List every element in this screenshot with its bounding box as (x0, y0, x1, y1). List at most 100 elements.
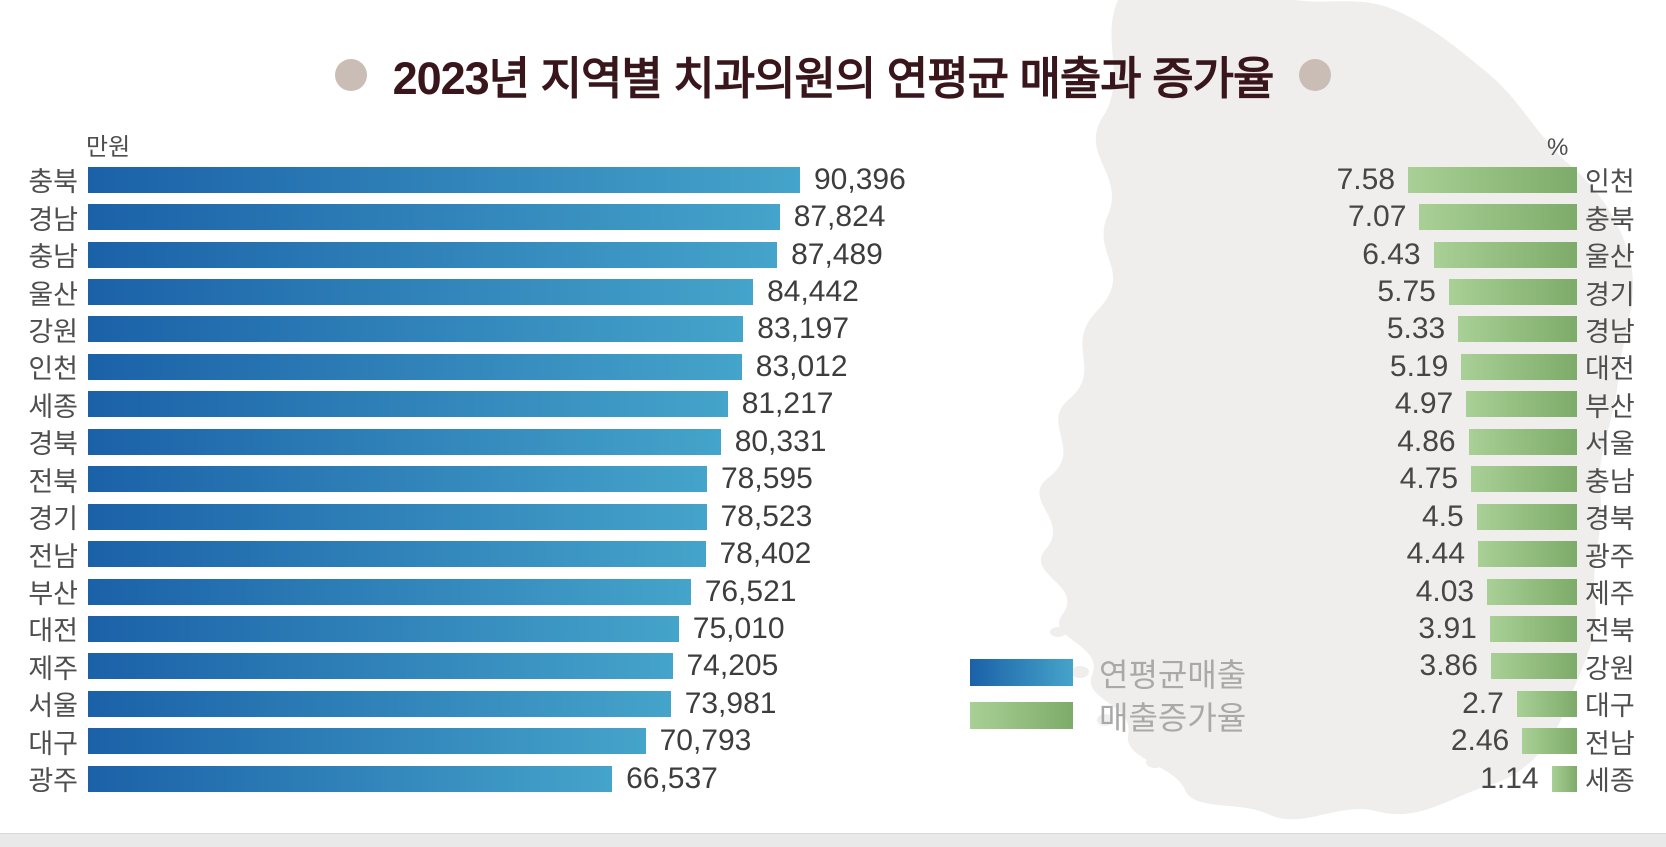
region-label: 세종 (28, 391, 78, 422)
sales-value-label: 78,402 (719, 537, 812, 571)
sales-value-label: 74,205 (686, 649, 779, 683)
sales-bar (88, 541, 706, 568)
sales-bar (88, 353, 742, 380)
region-label: 대전 (1585, 354, 1635, 385)
sales-value-label: 78,523 (720, 499, 813, 533)
sales-bar (88, 279, 754, 306)
growth-value-label: 4.97 (1394, 387, 1454, 421)
growth-bar-row: 4.44 광주 (1046, 535, 1666, 572)
growth-bar-row: 7.07 충북 (1046, 198, 1666, 235)
region-label: 부산 (28, 579, 78, 610)
sales-bar-row: 울산 84,442 (0, 273, 1000, 310)
growth-value-label: 4.44 (1406, 537, 1465, 571)
growth-value-label: 2.7 (1462, 686, 1504, 720)
growth-value-label: 4.86 (1397, 424, 1456, 458)
region-label: 경남 (1585, 316, 1635, 347)
growth-bar (1487, 578, 1577, 605)
sales-bar-row: 대전 75,010 (0, 610, 1000, 647)
growth-bar (1408, 166, 1577, 193)
region-label: 대구 (1585, 691, 1635, 722)
region-label: 충남 (28, 242, 78, 273)
sales-bar (88, 316, 744, 343)
sales-value-label: 87,489 (791, 237, 883, 271)
region-label: 인천 (28, 354, 78, 385)
sales-bar (88, 503, 707, 530)
region-label: 광주 (28, 766, 78, 797)
sales-bar-row: 강원 83,197 (0, 311, 1000, 348)
growth-value-label: 4.5 (1421, 499, 1464, 533)
growth-bar-row: 7.58 인천 (1046, 161, 1666, 198)
growth-bar-row: 6.43 울산 (1046, 236, 1666, 273)
growth-bar-row: 4.97 부산 (1046, 386, 1666, 423)
sales-bar (88, 391, 728, 418)
sales-bar-row: 부산 76,521 (0, 573, 1000, 610)
growth-bar (1516, 690, 1577, 717)
growth-bar-row: 4.5 경북 (1046, 498, 1666, 535)
page-title: 2023년 지역별 치과의원의 연평균 매출과 증가율 (392, 53, 1275, 104)
sales-value-label: 75,010 (692, 611, 785, 645)
sales-bar (88, 728, 646, 755)
region-label: 서울 (28, 691, 78, 722)
growth-value-label: 7.07 (1348, 200, 1407, 234)
growth-bar (1466, 391, 1577, 418)
region-label: 울산 (1585, 242, 1635, 273)
sales-value-label: 76,521 (704, 574, 797, 608)
bottom-strip (0, 833, 1666, 847)
growth-value-label: 5.75 (1377, 275, 1436, 309)
growth-value-label: 7.58 (1336, 162, 1395, 196)
region-label: 제주 (1585, 579, 1635, 610)
region-label: 세종 (1585, 766, 1635, 797)
growth-swatch-icon (970, 702, 1073, 729)
sales-value-label: 70,793 (659, 724, 752, 758)
growth-bar-row: 4.03 제주 (1046, 573, 1666, 610)
growth-bar-row: 5.33 경남 (1046, 311, 1666, 348)
growth-unit-label: % (1547, 134, 1569, 161)
chart-legend: 연평균매출 매출증가율 (970, 657, 1246, 745)
sales-bar-row: 충남 87,489 (0, 236, 1000, 273)
growth-bar (1461, 353, 1577, 380)
region-label: 인천 (1585, 167, 1635, 198)
region-label: 전남 (28, 541, 78, 572)
sales-bar-row: 경남 87,824 (0, 198, 1000, 235)
growth-bar (1478, 541, 1577, 568)
growth-bar (1490, 653, 1577, 680)
growth-bar-row: 5.19 대전 (1046, 348, 1666, 385)
sales-value-label: 87,824 (793, 200, 886, 234)
region-label: 충남 (1585, 466, 1635, 497)
sales-bar-row: 서울 73,981 (0, 685, 1000, 722)
sales-bar-row: 광주 66,537 (0, 760, 1000, 797)
growth-bar (1471, 466, 1577, 493)
legend-item-sales: 연평균매출 (970, 657, 1246, 693)
region-label: 경북 (28, 429, 78, 460)
sales-bar (88, 241, 778, 268)
region-label: 강원 (1585, 653, 1635, 684)
region-label: 대구 (28, 728, 78, 759)
sales-bar-row: 경북 80,331 (0, 423, 1000, 460)
growth-bar-row: 3.86 강원 (1046, 648, 1666, 685)
growth-value-label: 1.14 (1480, 761, 1539, 795)
sales-value-label: 78,595 (721, 462, 813, 496)
sales-bar (88, 690, 671, 717)
growth-bar-row: 4.75 충남 (1046, 461, 1666, 498)
growth-bar-row: 3.91 전북 (1046, 610, 1666, 647)
growth-bar (1522, 728, 1577, 755)
title-row: 2023년 지역별 치과의원의 연평균 매출과 증가율 (0, 42, 1666, 107)
sales-bar-row: 전북 78,595 (0, 461, 1000, 498)
growth-bar-row: 5.75 경기 (1046, 273, 1666, 310)
growth-value-label: 4.03 (1415, 574, 1475, 608)
sales-bar-row: 세종 81,217 (0, 386, 1000, 423)
region-label: 경기 (1585, 279, 1635, 310)
sales-value-label: 90,396 (814, 162, 906, 196)
growth-bar-row: 2.46 전남 (1046, 723, 1666, 760)
growth-bar (1458, 316, 1577, 343)
sales-bar (88, 653, 673, 680)
growth-bar-row: 1.14 세종 (1046, 760, 1666, 797)
region-label: 경남 (28, 204, 78, 235)
title-bullet-right-icon (1299, 58, 1332, 91)
region-label: 전남 (1585, 728, 1635, 759)
growth-value-label: 6.43 (1362, 237, 1421, 271)
sales-value-label: 66,537 (626, 761, 718, 795)
growth-bar (1433, 241, 1577, 268)
region-label: 광주 (1585, 541, 1635, 572)
